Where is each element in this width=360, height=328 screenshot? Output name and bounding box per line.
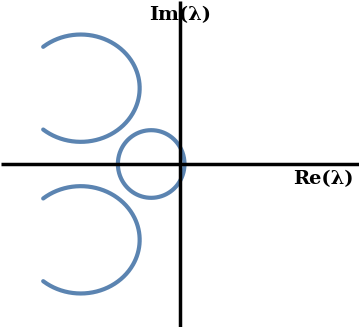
Text: Re(λ): Re(λ) xyxy=(293,170,354,188)
Text: Im(λ): Im(λ) xyxy=(149,6,211,24)
